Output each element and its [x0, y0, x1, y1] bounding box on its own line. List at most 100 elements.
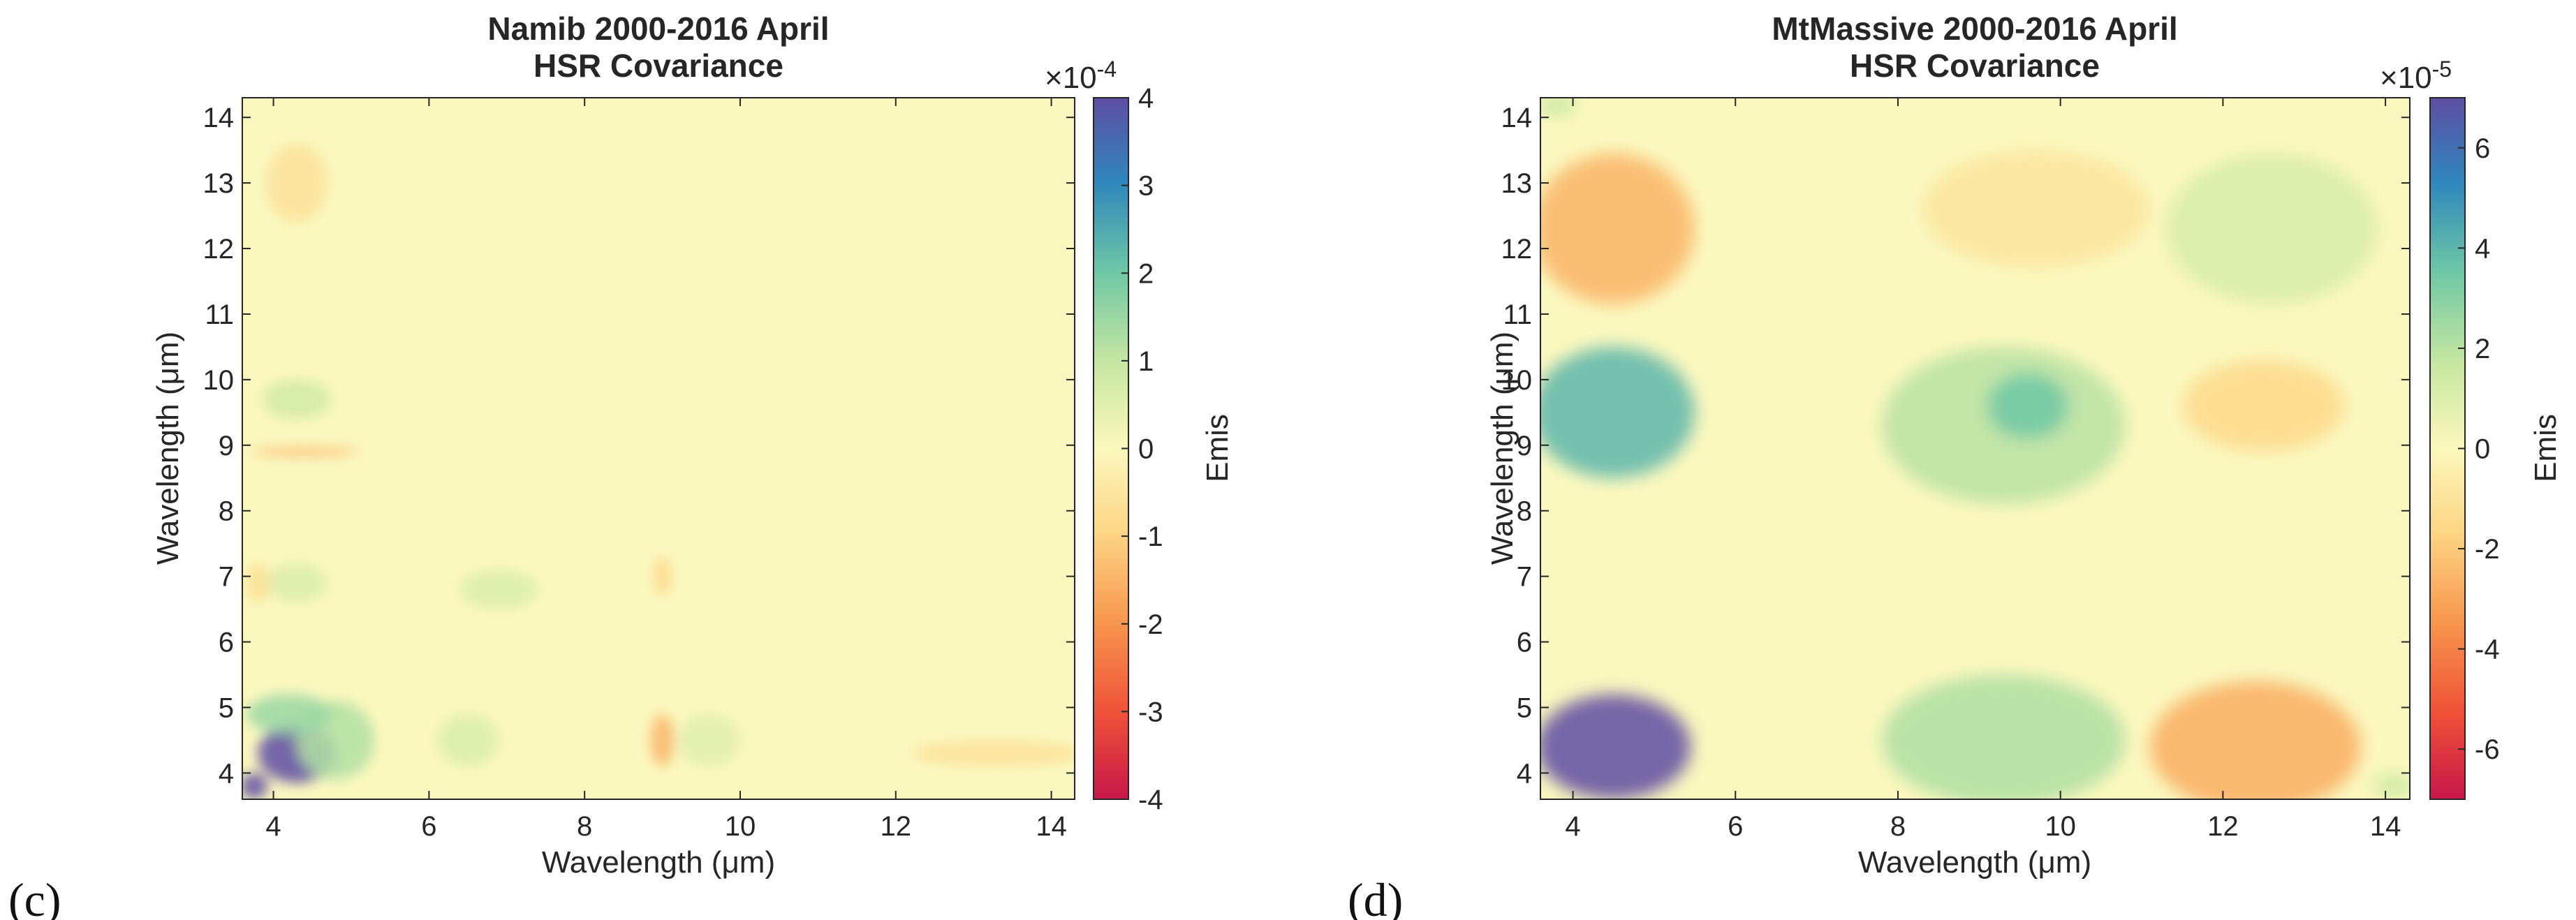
- y-tick-label: 12: [203, 234, 235, 265]
- x-tick-label: 4: [265, 811, 281, 842]
- y-tick-label: 9: [1517, 431, 1532, 461]
- x-tick-label: 8: [577, 811, 592, 842]
- colorbar-tick-label: -2: [1138, 609, 1163, 640]
- y-tick-label: 10: [203, 365, 235, 396]
- heatmap-features: [242, 143, 1075, 799]
- heatmap-cell: [261, 379, 332, 420]
- colorbar-tick-label: 1: [1138, 346, 1154, 377]
- colorbar-ticks: -4 -3 -2 -1 0 1 2 3 4: [1121, 83, 1163, 815]
- colorbar-tick-label: 2: [2475, 334, 2490, 364]
- x-axis-label: Wavelength (μm): [542, 845, 775, 880]
- heatmap-cell: [677, 713, 740, 767]
- heatmap-cell: [2182, 359, 2345, 452]
- y-axis-label: Wavelength (μm): [151, 332, 185, 565]
- x-tick-label: 6: [421, 811, 436, 842]
- y-tick-label: 8: [219, 496, 234, 527]
- colorbar-label: Emis: [1200, 414, 1235, 482]
- y-tick-label: 11: [1503, 299, 1532, 330]
- x-tick-label: 10: [725, 811, 756, 842]
- y-tick-label: 8: [1517, 496, 1532, 527]
- title-line1: Namib 2000-2016 April: [487, 10, 829, 47]
- colorbar-label: Emis: [2529, 414, 2563, 482]
- panel-label: (c): [8, 873, 61, 920]
- heatmap-cell: [1881, 674, 2126, 799]
- heatmap-cell: [250, 447, 360, 456]
- heatmap-cell: [2165, 153, 2378, 304]
- colorbar-tick-label: 2: [1138, 258, 1154, 289]
- x-tick-label: 4: [1565, 811, 1580, 842]
- y-axis-label: Wavelength (μm): [1485, 332, 1519, 565]
- y-tick-label: 7: [1517, 562, 1532, 593]
- colorbar-tick-label: -1: [1138, 521, 1163, 552]
- colorbar-tick-label: 0: [2475, 434, 2490, 465]
- y-tick-label: 13: [203, 168, 235, 199]
- y-axis-ticks: 4 5 6 7 8 9 10 11 12 13 14: [1501, 103, 2410, 789]
- heatmap-cell: [654, 556, 670, 596]
- colorbar-multiplier: ×10-5: [2380, 57, 2452, 95]
- y-tick-label: 10: [1501, 365, 1533, 396]
- panel-d: MtMassive 2000-2016 April HSR Covariance…: [1348, 10, 2563, 920]
- y-tick-label: 6: [1517, 628, 1532, 658]
- heatmap-cell: [1540, 694, 1691, 799]
- colorbar-tick-label: 3: [1138, 171, 1154, 202]
- y-tick-label: 9: [219, 431, 234, 461]
- y-tick-label: 14: [203, 103, 235, 133]
- y-tick-label: 6: [219, 628, 234, 658]
- x-axis-ticks: 4 6 8 10 12 14: [1565, 98, 2401, 842]
- heatmap-cell: [246, 563, 270, 603]
- y-tick-label: 4: [1517, 758, 1532, 789]
- colorbar-ticks: -6 -4 -2 0 2 4 6: [2458, 133, 2500, 765]
- colorbar-tick-label: 4: [2475, 233, 2490, 264]
- heatmap-cell: [436, 713, 499, 767]
- x-tick-label: 12: [2207, 811, 2239, 842]
- colorbar-multiplier: ×10-4: [1045, 57, 1117, 95]
- heatmap-cell: [1540, 153, 1695, 304]
- plot-frame: [242, 97, 1075, 800]
- heatmap-cell: [650, 713, 675, 767]
- y-tick-label: 7: [219, 562, 234, 593]
- y-tick-label: 12: [1501, 234, 1533, 265]
- colorbar-tick-label: -6: [2475, 734, 2500, 765]
- heatmap-cell: [2149, 681, 2362, 799]
- colorbar-tick-label: -4: [1138, 785, 1163, 815]
- title-line1: MtMassive 2000-2016 April: [1772, 10, 2177, 47]
- heatmap-cell: [2373, 773, 2410, 799]
- heatmap-cell: [246, 694, 332, 734]
- heatmap-cell: [242, 773, 268, 799]
- panel-c: Namib 2000-2016 April HSR Covariance 4 6 8…: [8, 10, 1235, 920]
- heatmap-cell: [1922, 150, 2150, 269]
- heatmap-cell: [265, 143, 328, 223]
- colorbar-tick-label: -4: [2475, 635, 2500, 665]
- x-tick-label: 8: [1890, 811, 1906, 842]
- colorbar-tick-label: -3: [1138, 697, 1163, 727]
- y-tick-label: 11: [205, 299, 234, 330]
- colorbar-tick-label: 0: [1138, 434, 1154, 465]
- x-tick-label: 10: [2045, 811, 2076, 842]
- title-line2: HSR Covariance: [1850, 47, 2100, 84]
- y-tick-label: 5: [219, 693, 234, 724]
- y-tick-label: 14: [1501, 103, 1533, 133]
- plot-frame: [1540, 97, 2411, 800]
- heatmap-features: [1540, 98, 2410, 799]
- y-axis-ticks: 4 5 6 7 8 9 10 11 12 13 14: [203, 103, 1075, 789]
- x-tick-label: 14: [2370, 811, 2401, 842]
- heatmap-cell: [1540, 98, 1577, 118]
- heatmap-background: [242, 98, 1075, 799]
- x-axis-ticks: 4 6 8 10 12 14: [265, 98, 1067, 842]
- y-tick-label: 5: [1517, 693, 1532, 724]
- panel-label: (d): [1348, 873, 1403, 920]
- y-tick-label: 4: [219, 758, 234, 789]
- x-tick-label: 6: [1728, 811, 1743, 842]
- x-tick-label: 12: [881, 811, 912, 842]
- colorbar-tick-label: 6: [2475, 133, 2490, 164]
- heatmap-cell: [1540, 346, 1695, 478]
- x-tick-label: 14: [1036, 811, 1067, 842]
- x-axis-label: Wavelength (μm): [1858, 845, 2091, 880]
- heatmap-cell: [1987, 373, 2069, 439]
- colorbar-tick-label: -2: [2475, 534, 2500, 565]
- heatmap-cell: [911, 740, 1075, 767]
- y-tick-label: 13: [1501, 168, 1533, 199]
- colorbar-tick-label: 4: [1138, 83, 1154, 114]
- heatmap-cell: [459, 570, 538, 609]
